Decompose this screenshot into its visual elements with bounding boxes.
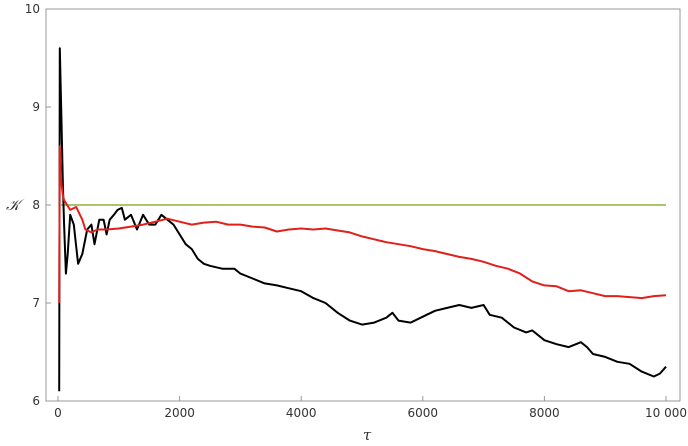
x-tick-label: 8000: [529, 406, 560, 420]
y-tick-label: 10: [25, 2, 40, 16]
x-tick-label: 4000: [286, 406, 317, 420]
x-tick-label: 0: [54, 406, 62, 420]
y-tick-label: 7: [32, 296, 40, 310]
y-tick-label: 9: [32, 100, 40, 114]
x-tick-label: 10 000: [645, 406, 687, 420]
red-series-line: [58, 145, 667, 304]
y-tick-label: 6: [32, 394, 40, 408]
series-layer: [58, 47, 667, 392]
x-axis-label: τ: [363, 426, 372, 444]
y-axis-label: 𝒦: [6, 196, 25, 214]
x-tick-label: 6000: [408, 406, 439, 420]
x-tick-label: 2000: [164, 406, 195, 420]
black-series-line: [58, 47, 667, 392]
ticks-layer: 0 2000 4000 6000 8000 10 000 6 7 8 9 10: [25, 2, 687, 420]
y-tick-label: 8: [32, 198, 40, 212]
